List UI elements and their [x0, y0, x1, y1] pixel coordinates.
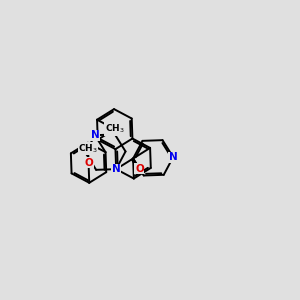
Text: N: N: [112, 164, 121, 174]
Text: Cl: Cl: [109, 124, 120, 134]
Text: N: N: [169, 152, 178, 162]
Text: O: O: [135, 164, 144, 174]
Text: CH$_3$: CH$_3$: [78, 142, 98, 154]
Text: O: O: [84, 158, 93, 168]
Text: N: N: [91, 130, 99, 140]
Text: N: N: [112, 164, 121, 174]
Text: CH$_3$: CH$_3$: [105, 123, 124, 135]
